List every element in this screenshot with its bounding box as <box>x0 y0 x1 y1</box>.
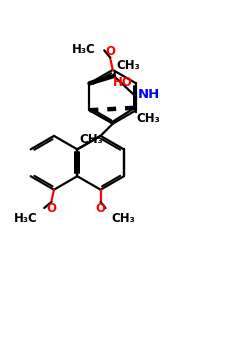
Text: CH₃: CH₃ <box>79 133 103 146</box>
Text: O: O <box>105 45 115 58</box>
Text: CH₃: CH₃ <box>112 212 135 225</box>
Text: NH: NH <box>138 88 160 101</box>
Text: O: O <box>46 202 56 215</box>
Text: O: O <box>96 202 106 215</box>
Text: HO: HO <box>112 76 132 89</box>
Text: CH₃: CH₃ <box>116 60 140 72</box>
Text: CH₃: CH₃ <box>137 112 160 125</box>
Text: H₃C: H₃C <box>14 212 38 225</box>
Text: H₃C: H₃C <box>72 43 96 56</box>
